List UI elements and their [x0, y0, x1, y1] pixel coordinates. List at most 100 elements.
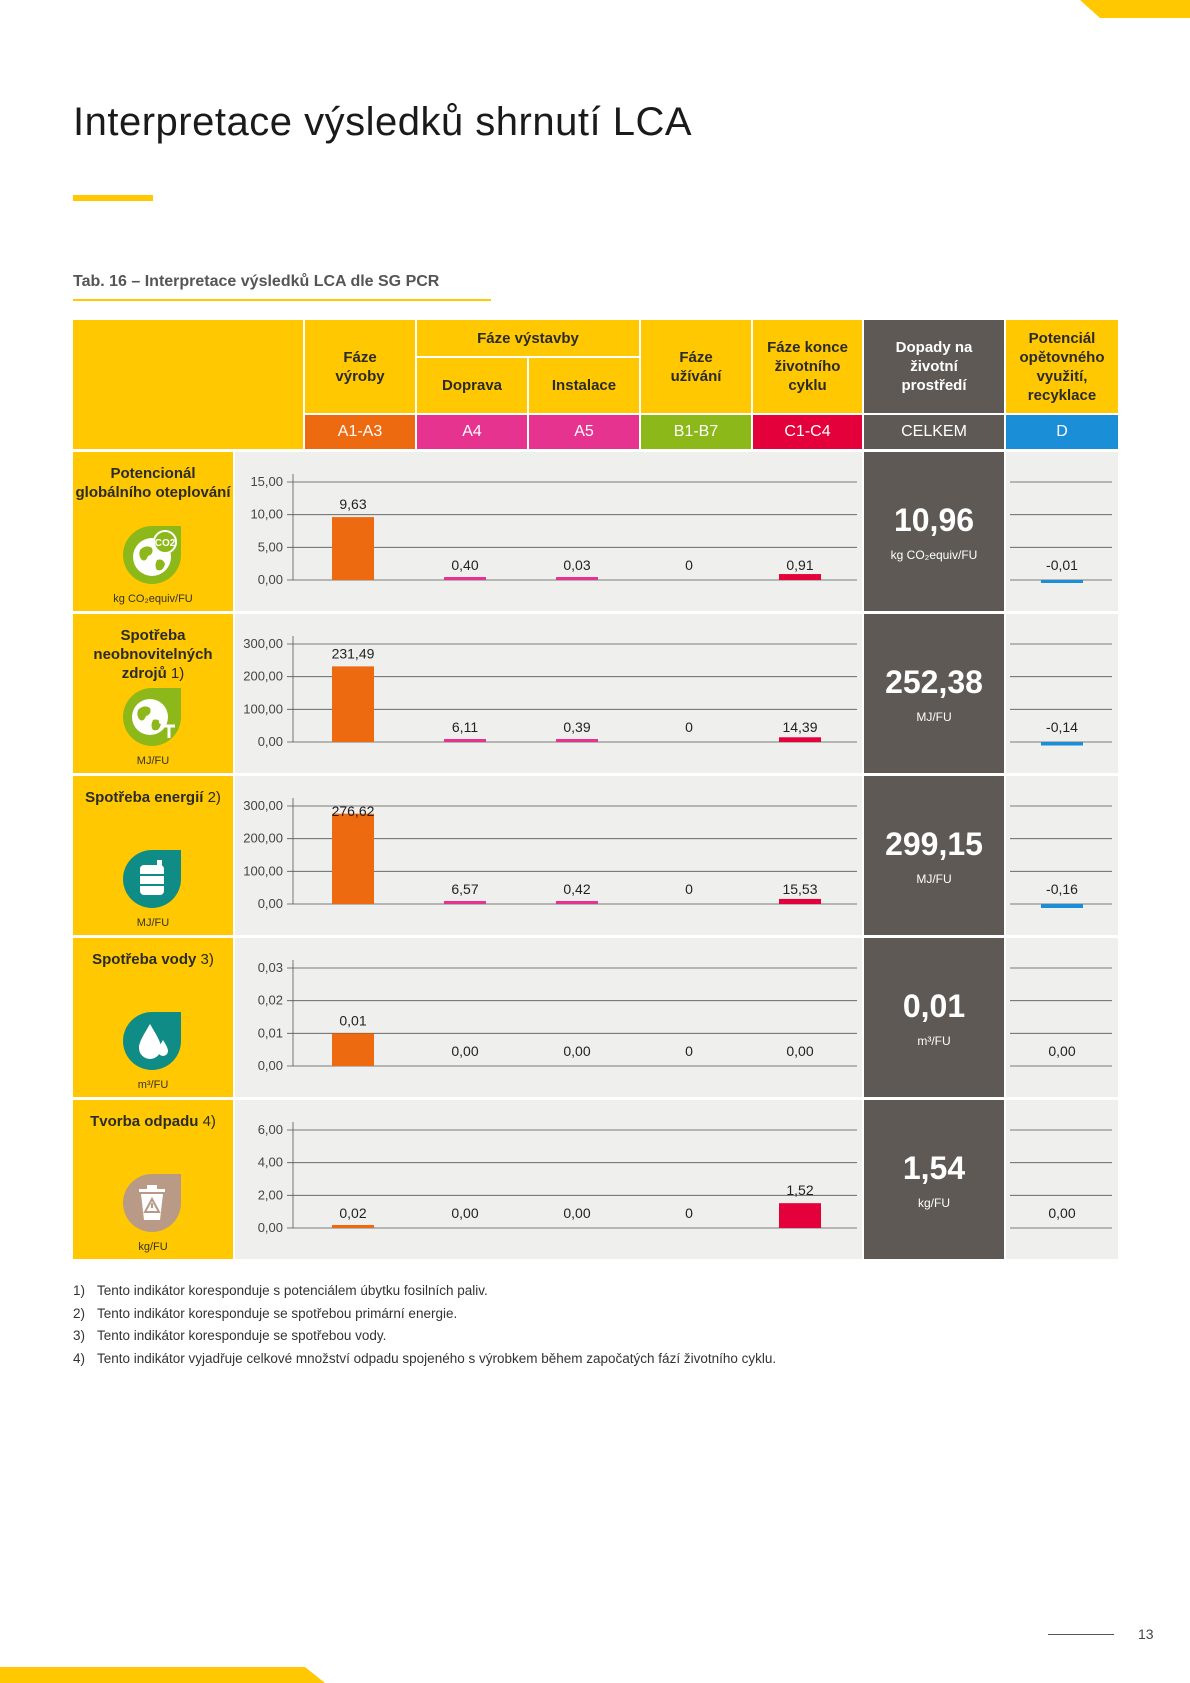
code-a1-a3-label: A1-A3 — [337, 423, 383, 440]
caption-underline — [73, 299, 491, 301]
d-cell-water: 0,00 — [1006, 938, 1118, 1097]
data-label-a5: 0,42 — [563, 881, 590, 897]
code-a5-label: A5 — [574, 423, 594, 440]
corner-accent-top — [1080, 0, 1190, 18]
footnote-3-num: 3) — [73, 1328, 86, 1343]
total-unit-water: m³/FU — [917, 1034, 951, 1048]
indicator-resources-footnote-ref: 1) — [170, 665, 185, 682]
y-tick-label: 0,00 — [258, 1058, 283, 1073]
bar-c1-c4 — [779, 574, 821, 580]
d-cell-waste: 0,00 — [1006, 1100, 1118, 1259]
svg-text:CO2: CO2 — [155, 538, 176, 549]
page-number: 13 — [1138, 1626, 1154, 1642]
bar-a1-a3 — [332, 813, 374, 904]
header-installation: Instalace — [529, 358, 639, 413]
footnote-4-num: 4) — [73, 1350, 86, 1366]
y-tick-label: 300,00 — [243, 798, 283, 813]
total-value-water: 0,01 — [902, 988, 966, 1024]
data-label-d: -0,01 — [1046, 557, 1078, 573]
indicator-resources-name: Spotřeba neobnovitelných zdrojů — [93, 627, 213, 682]
y-tick-label: 0,01 — [258, 1025, 283, 1040]
footnote-2-text: Tento indikátor koresponduje se spotřebo… — [97, 1305, 458, 1321]
code-c1-c4-label: C1-C4 — [784, 423, 831, 440]
d-chart-water: 0,00 — [1010, 967, 1112, 1067]
code-a4: A4 — [417, 415, 527, 449]
d-chart-waste: 0,00 — [1010, 1129, 1112, 1229]
phase-chart-gwp: 0,00 5,00 10,00 15,00 9,63 0,40 0,03 0 0,91 — [250, 474, 857, 587]
indicator-waste: Tvorba odpadu 4) kg/FU — [73, 1100, 233, 1259]
data-label-a1-a3: 0,02 — [339, 1205, 366, 1221]
indicator-gwp-unit: kg CO₂equiv/FU — [113, 593, 193, 605]
y-tick-label: 5,00 — [258, 539, 283, 554]
y-tick-label: 0,00 — [258, 1220, 283, 1235]
data-label-d: 0,00 — [1048, 1043, 1075, 1059]
header-transport: Doprava — [417, 358, 527, 413]
chart-area-resources: 0,00 100,00 200,00 300,00 231,49 6,11 0,39 0 14,… — [235, 614, 862, 773]
total-unit-gwp: kg CO₂equiv/FU — [890, 548, 978, 562]
footnote-3: 3) Tento indikátor koresponduje se spotře… — [73, 1328, 776, 1351]
y-tick-label: 0,00 — [258, 734, 283, 749]
page-number-rule — [1048, 1634, 1114, 1635]
bar-a4 — [444, 901, 486, 904]
bar-a5 — [556, 739, 598, 742]
y-tick-label: 200,00 — [243, 831, 283, 846]
footnote-4: 4) Tento indikátor vyjadřuje celkové množ… — [73, 1351, 776, 1374]
code-total: CELKEM — [864, 415, 1004, 449]
indicator-resources: Spotřeba neobnovitelných zdrojů 1) MJ/FU — [73, 614, 233, 773]
phase-chart-resources: 0,00 100,00 200,00 300,00 231,49 6,11 0,39 0 14,… — [243, 636, 857, 749]
indicator-water-footnote-ref: 3) — [200, 951, 214, 968]
chart-area-energy: 0,00 100,00 200,00 300,00 276,62 6,57 0,42 0 15,… — [235, 776, 862, 935]
data-label-a1-a3: 231,49 — [332, 645, 375, 661]
header-construction: Fáze výstavby — [417, 320, 639, 356]
total-cell-energy: 299,15 MJ/FU — [864, 776, 1004, 935]
d-cell-resources: -0,14 — [1006, 614, 1118, 773]
footnote-4-text: Tento indikátor vyjadřuje celkové množst… — [97, 1350, 777, 1366]
bar-d — [1041, 904, 1083, 908]
y-tick-label: 0,03 — [258, 960, 283, 975]
bar-a4 — [444, 577, 486, 580]
total-cell-gwp: 10,96 kg CO₂equiv/FU — [864, 452, 1004, 611]
waste-bin-icon — [123, 1174, 181, 1232]
data-label-b1-b7: 0 — [685, 1043, 693, 1059]
total-value-waste: 1,54 — [902, 1150, 966, 1186]
data-label-a4: 6,11 — [452, 719, 478, 735]
indicator-waste-unit: kg/FU — [138, 1241, 168, 1253]
header-use: Fáze užívání — [641, 320, 751, 413]
bar-a1-a3 — [332, 1033, 374, 1066]
data-label-a1-a3: 0,01 — [339, 1012, 366, 1028]
data-label-d: -0,14 — [1046, 719, 1078, 735]
indicator-energy-footnote-ref: 2) — [207, 789, 221, 806]
data-label-b1-b7: 0 — [685, 719, 693, 735]
data-label-c1-c4: 0,91 — [786, 557, 813, 573]
bar-d — [1041, 580, 1083, 583]
data-label-d: -0,16 — [1046, 881, 1078, 897]
header-impact: Dopady na životní prostředí — [864, 320, 1004, 413]
header-empty-corner — [73, 320, 303, 449]
code-b1-b7: B1-B7 — [641, 415, 751, 449]
code-total-label: CELKEM — [901, 423, 967, 440]
resources-globe-icon — [123, 688, 181, 746]
header-end-of-life-label: Fáze konce životního cyklu — [767, 339, 848, 394]
data-label-a5: 0,39 — [563, 719, 590, 735]
total-unit-waste: kg/FU — [917, 1196, 950, 1210]
indicator-water: Spotřeba vody 3) m³/FU — [73, 938, 233, 1097]
y-tick-label: 15,00 — [250, 474, 283, 489]
indicator-energy: Spotřeba energií 2) MJ/FU — [73, 776, 233, 935]
data-label-a5: 0,00 — [563, 1205, 590, 1221]
chart-area-waste: 0,00 2,00 4,00 6,00 0,02 0,00 0,00 0 1,52 — [235, 1100, 862, 1259]
bar-d — [1041, 742, 1083, 746]
total-value-resources: 252,38 — [885, 664, 983, 700]
indicator-energy-label: Spotřeba energií 2) — [73, 788, 233, 807]
data-label-c1-c4: 15,53 — [782, 881, 817, 897]
bar-a4 — [444, 739, 486, 742]
data-label-c1-c4: 0,00 — [786, 1043, 813, 1059]
footnote-1-text: Tento indikátor koresponduje s potenciál… — [97, 1283, 488, 1298]
footnote-1: 1) Tento indikátor koresponduje s potenci… — [73, 1283, 776, 1306]
d-cell-gwp: -0,01 — [1006, 452, 1118, 611]
page-title: Interpretace výsledků shrnutí LCA — [73, 100, 693, 144]
d-chart-resources: -0,14 — [1010, 643, 1112, 746]
phase-chart-waste: 0,00 2,00 4,00 6,00 0,02 0,00 0,00 0 1,52 — [258, 1122, 857, 1235]
bar-c1-c4 — [779, 737, 821, 742]
phase-chart-energy: 0,00 100,00 200,00 300,00 276,62 6,57 0,42 0 15,… — [243, 798, 857, 911]
indicator-energy-name: Spotřeba energií — [85, 789, 204, 806]
